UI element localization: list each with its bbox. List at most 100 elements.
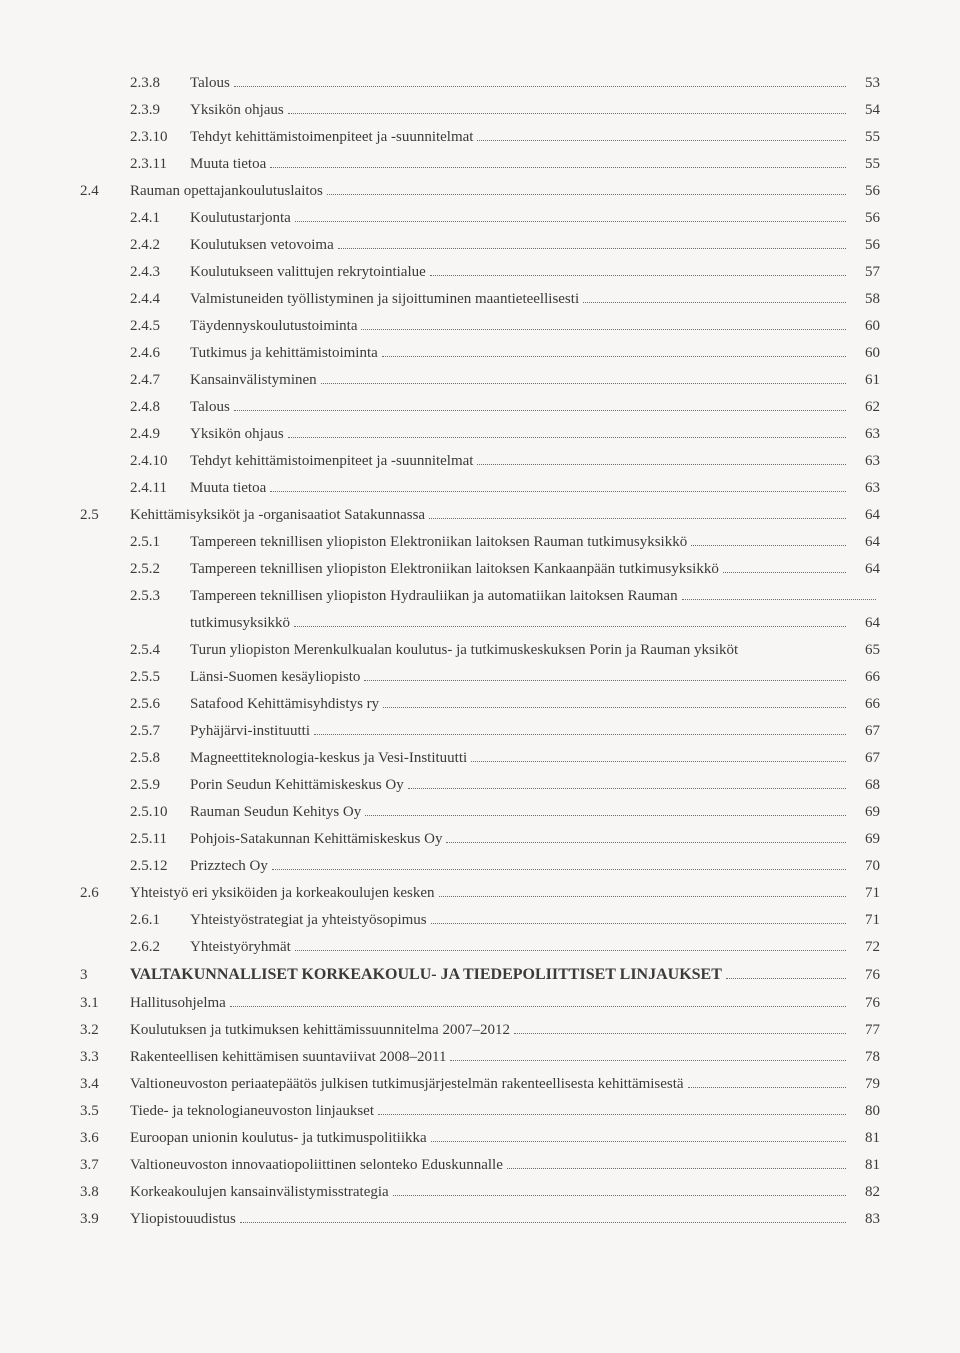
toc-entry[interactable]: 2.5.12Prizztech Oy70 [80,853,880,880]
toc-entry[interactable]: 3.6Euroopan unionin koulutus- ja tutkimu… [80,1125,880,1152]
toc-title: Muuta tietoa [190,151,266,178]
toc-entry[interactable]: 2.4.5Täydennyskoulutustoiminta60 [80,313,880,340]
toc-number: 2.3.10 [130,124,190,151]
toc-number: 2.5.8 [130,745,190,772]
toc-title: Euroopan unionin koulutus- ja tutkimuspo… [130,1125,427,1152]
toc-page: 60 [850,313,880,340]
toc-page: 64 [850,502,880,529]
toc-entry[interactable]: 2.5.6Satafood Kehittämisyhdistys ry66 [80,691,880,718]
toc-number: 2.5.5 [130,664,190,691]
leader-dots [383,707,846,708]
toc-entry[interactable]: 3.4Valtioneuvoston periaatepäätös julkis… [80,1071,880,1098]
toc-number: 2.4.6 [130,340,190,367]
toc-entry[interactable]: 2.6.1Yhteistyöstrategiat ja yhteistyösop… [80,907,880,934]
toc-entry[interactable]: 2.4.4Valmistuneiden työllistyminen ja si… [80,286,880,313]
toc-entry[interactable]: 2.4.11Muuta tietoa63 [80,475,880,502]
toc-page: 78 [850,1044,880,1071]
toc-entry[interactable]: 3.1Hallitusohjelma76 [80,990,880,1017]
toc-entry[interactable]: 2.5.4Turun yliopiston Merenkulkualan kou… [80,637,880,664]
toc-entry[interactable]: 2.5.10Rauman Seudun Kehitys Oy 69 [80,799,880,826]
toc-page: 69 [850,799,880,826]
toc-entry[interactable]: 2.5.9Porin Seudun Kehittämiskeskus Oy 68 [80,772,880,799]
toc-entry[interactable]: 3.2Koulutuksen ja tutkimuksen kehittämis… [80,1017,880,1044]
toc-page: 83 [850,1206,880,1233]
toc-title: Tehdyt kehittämistoimenpiteet ja -suunni… [190,448,473,475]
leader-dots [230,1006,846,1007]
leader-dots [327,194,846,195]
leader-dots [382,356,846,357]
toc-title: Rauman opettajankoulutuslaitos [130,178,323,205]
leader-dots [270,167,846,168]
toc-title: Koulutukseen valittujen rekrytointialue [190,259,426,286]
toc-page: 67 [850,718,880,745]
toc-title: Koulutuksen vetovoima [190,232,334,259]
toc-entry[interactable]: 2.4.2Koulutuksen vetovoima56 [80,232,880,259]
toc-entry[interactable]: 3.5Tiede- ja teknologianeuvoston linjauk… [80,1098,880,1125]
toc-page: 55 [850,151,880,178]
toc-title: Rauman Seudun Kehitys Oy [190,799,361,826]
toc-entry[interactable]: 2.6.2Yhteistyöryhmät72 [80,934,880,961]
toc-entry[interactable]: 3.3Rakenteellisen kehittämisen suuntavii… [80,1044,880,1071]
toc-entry[interactable]: 2.5.11Pohjois-Satakunnan Kehittämiskesku… [80,826,880,853]
toc-entry[interactable]: 3VALTAKUNNALLISET KORKEAKOULU- JA TIEDEP… [80,961,880,990]
toc-title: Yhteistyöryhmät [190,934,291,961]
leader-dots [583,302,846,303]
leader-dots [439,896,846,897]
toc-title: Turun yliopiston Merenkulkualan koulutus… [190,637,738,664]
leader-dots [295,221,846,222]
toc-page: 63 [850,448,880,475]
toc-page: 70 [850,853,880,880]
toc-entry[interactable]: 2.3.8Talous53 [80,70,880,97]
leader-dots [507,1168,846,1169]
toc-entry[interactable]: 2.4.3Koulutukseen valittujen rekrytointi… [80,259,880,286]
toc-entry[interactable]: 2.3.11Muuta tietoa55 [80,151,880,178]
toc-entry[interactable]: 2.5.1Tampereen teknillisen yliopiston El… [80,529,880,556]
toc-entry[interactable]: 2.4.1Koulutustarjonta56 [80,205,880,232]
toc-page: 66 [850,691,880,718]
toc-page: 77 [850,1017,880,1044]
leader-dots [430,275,846,276]
leader-dots [234,86,846,87]
toc-page: 65 [850,637,880,664]
toc-entry[interactable]: 3.9Yliopistouudistus83 [80,1206,880,1233]
toc-entry[interactable]: 2.6Yhteistyö eri yksiköiden ja korkeakou… [80,880,880,907]
leader-dots [288,113,846,114]
toc-entry[interactable]: 3.8Korkeakoulujen kansainvälistymisstrat… [80,1179,880,1206]
toc-title: Yksikön ohjaus [190,97,284,124]
toc-entry[interactable]: 3.7Valtioneuvoston innovaatiopoliittinen… [80,1152,880,1179]
toc-number: 2.5.10 [130,799,190,826]
toc-entry[interactable]: 2.5.2Tampereen teknillisen yliopiston El… [80,556,880,583]
leader-dots [272,869,846,870]
toc-number: 2.5.9 [130,772,190,799]
toc-page: 68 [850,772,880,799]
leader-dots [726,978,846,979]
leader-dots [321,383,846,384]
toc-entry[interactable]: 2.4.6Tutkimus ja kehittämistoiminta60 [80,340,880,367]
toc-entry[interactable]: 2.5.7Pyhäjärvi-instituutti67 [80,718,880,745]
leader-dots [477,464,846,465]
leader-dots [234,410,846,411]
toc-page: 71 [850,880,880,907]
leader-dots [446,842,846,843]
toc-title: Tiede- ja teknologianeuvoston linjaukset [130,1098,374,1125]
toc-number: 3.1 [80,990,130,1017]
toc-entry[interactable]: 2.5Kehittämisyksiköt ja -organisaatiot S… [80,502,880,529]
leader-dots [288,437,846,438]
toc-entry[interactable]: tutkimusyksikkö64 [80,610,880,637]
toc-page: 60 [850,340,880,367]
toc-entry[interactable]: 2.3.10Tehdyt kehittämistoimenpiteet ja -… [80,124,880,151]
toc-title: VALTAKUNNALLISET KORKEAKOULU- JA TIEDEPO… [130,961,722,990]
toc-entry[interactable]: 2.5.8Magneettiteknologia-keskus ja Vesi-… [80,745,880,772]
toc-entry[interactable]: 2.4.10Tehdyt kehittämistoimenpiteet ja -… [80,448,880,475]
toc-entry[interactable]: 2.5.5Länsi-Suomen kesäyliopisto66 [80,664,880,691]
toc-entry[interactable]: 2.4Rauman opettajankoulutuslaitos56 [80,178,880,205]
toc-title: Yhteistyö eri yksiköiden ja korkeakouluj… [130,880,435,907]
toc-title: Porin Seudun Kehittämiskeskus Oy [190,772,404,799]
toc-page: 81 [850,1152,880,1179]
toc-entry[interactable]: 2.4.9Yksikön ohjaus63 [80,421,880,448]
toc-entry[interactable]: 2.4.7Kansainvälistyminen61 [80,367,880,394]
toc-entry[interactable]: 2.3.9Yksikön ohjaus54 [80,97,880,124]
toc-title: Magneettiteknologia-keskus ja Vesi-Insti… [190,745,467,772]
toc-entry[interactable]: 2.4.8Talous62 [80,394,880,421]
toc-entry[interactable]: 2.5.3Tampereen teknillisen yliopiston Hy… [80,583,880,610]
